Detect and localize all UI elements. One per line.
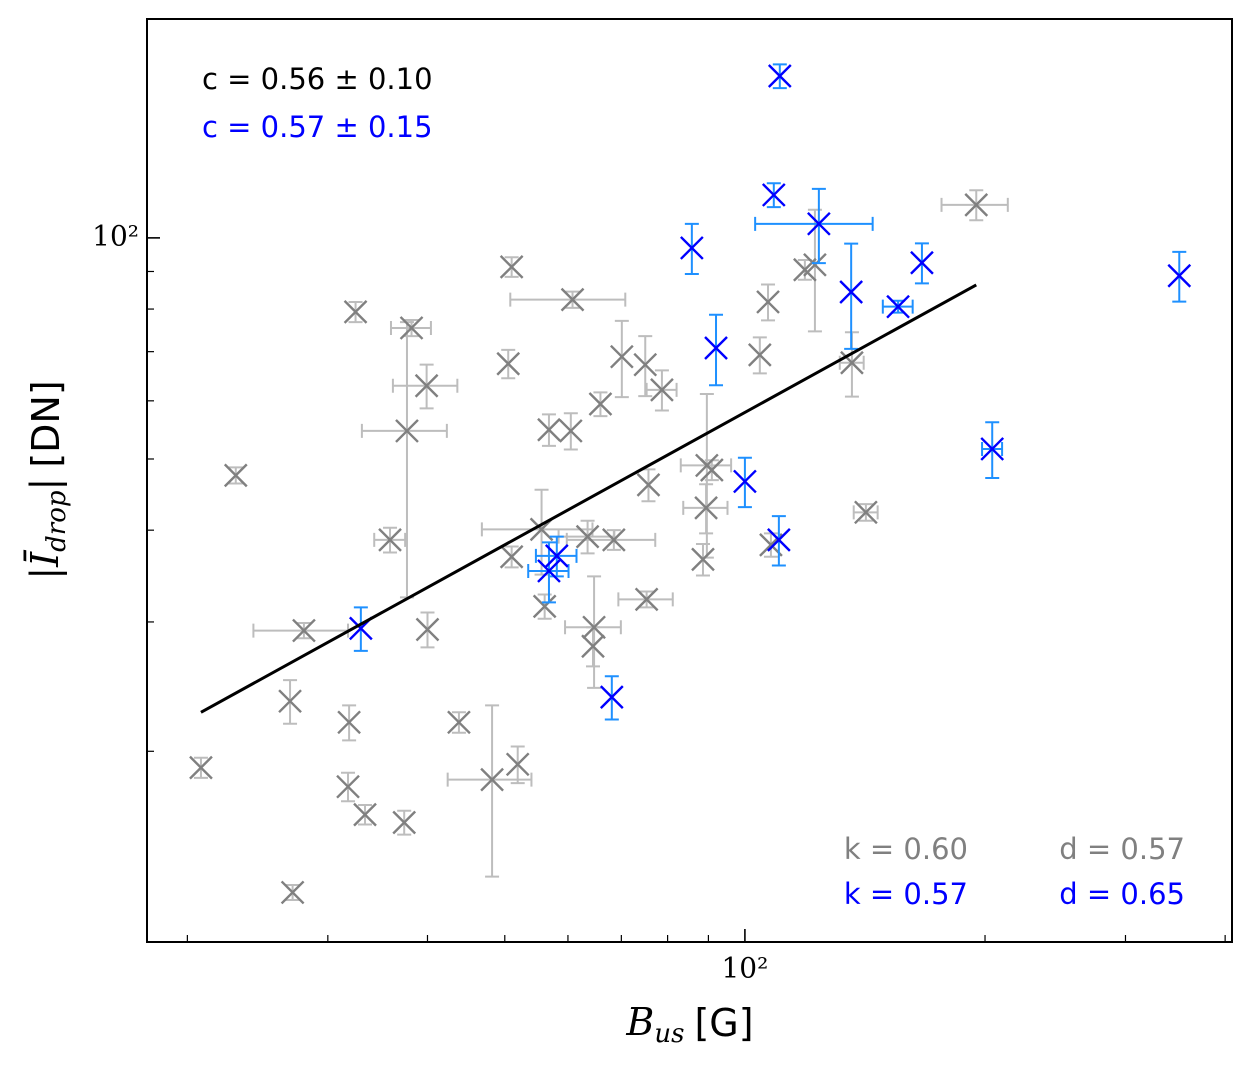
plot-frame [146, 18, 1233, 943]
fit-line [200, 283, 977, 714]
marker [378, 528, 402, 552]
marker [537, 559, 561, 583]
marker [634, 587, 659, 612]
annotation: k = 0.60 [844, 832, 968, 866]
marker [537, 417, 561, 442]
annotation: c = 0.57 ± 0.15 [202, 110, 433, 144]
marker [280, 880, 305, 905]
marker [650, 378, 674, 402]
x-error-bar [509, 292, 627, 307]
y-error-bar [587, 575, 602, 689]
marker [337, 710, 361, 735]
marker [910, 250, 934, 275]
marker [505, 752, 530, 777]
marker [544, 544, 569, 568]
marker [840, 350, 864, 375]
marker [399, 316, 424, 340]
marker [839, 280, 864, 304]
marker [292, 618, 316, 643]
marker [575, 524, 600, 549]
x-error-bar [360, 423, 448, 438]
marker [447, 710, 471, 735]
marker [343, 300, 368, 324]
marker [767, 64, 792, 88]
marker [980, 437, 1005, 461]
y-label-unit: [DN] [24, 380, 68, 467]
marker [353, 802, 377, 827]
marker [395, 419, 419, 443]
x-label-unit: [G] [694, 1001, 753, 1045]
marker [480, 767, 504, 792]
y-error-bar [709, 313, 724, 387]
x-tick-label: 10² [721, 952, 768, 985]
marker [807, 211, 831, 236]
marker [704, 336, 728, 360]
marker [582, 615, 606, 640]
marker [964, 193, 989, 217]
y-label-subscript: drop [42, 490, 72, 552]
annotation: c = 0.56 ± 0.10 [202, 62, 433, 96]
x-error-bar [480, 522, 594, 537]
marker [733, 469, 757, 494]
annotation: d = 0.57 [1059, 832, 1185, 866]
marker [700, 458, 724, 482]
annotation: k = 0.57 [844, 877, 968, 911]
marker [599, 685, 624, 709]
marker [278, 689, 302, 714]
marker [532, 594, 557, 619]
x-label-symbol: B [625, 1000, 654, 1044]
marker [633, 352, 658, 377]
marker [854, 500, 878, 525]
x-error-bar [446, 772, 533, 787]
marker [581, 634, 605, 659]
x-error-bar [754, 216, 874, 231]
marker [803, 252, 827, 277]
y-error-bar [811, 187, 826, 265]
marker [588, 392, 613, 416]
y-label-open: | [23, 567, 67, 580]
marker [499, 544, 524, 569]
marker [499, 255, 524, 279]
marker [694, 495, 718, 520]
y-axis-label: |Īdrop|[DN] [23, 380, 73, 579]
y-error-bar [399, 321, 414, 599]
marker [414, 373, 439, 398]
marker [636, 473, 661, 497]
marker [756, 290, 780, 314]
y-label-close: | [23, 478, 67, 491]
y-error-bar [485, 704, 500, 878]
marker [680, 236, 704, 260]
y-error-bar [614, 319, 629, 399]
marker [747, 343, 772, 367]
y-error-bar [844, 242, 859, 350]
marker [1167, 263, 1192, 288]
marker [761, 183, 786, 207]
marker [336, 774, 360, 799]
marker [609, 344, 634, 369]
y-tick-label: 10² [92, 219, 139, 252]
annotation: d = 0.65 [1059, 877, 1185, 911]
marker [189, 755, 213, 780]
marker [560, 287, 585, 312]
marker [767, 528, 791, 552]
marker [496, 351, 521, 376]
x-label-subscript: us [654, 1019, 684, 1049]
y-label-symbol: Ī [23, 549, 67, 568]
marker [601, 528, 626, 552]
marker [558, 419, 583, 443]
marker [415, 617, 440, 642]
marker [691, 547, 715, 572]
marker [886, 294, 910, 319]
x-axis-label: Bus [G] [625, 1000, 753, 1050]
marker [223, 463, 248, 488]
marker [392, 810, 417, 835]
